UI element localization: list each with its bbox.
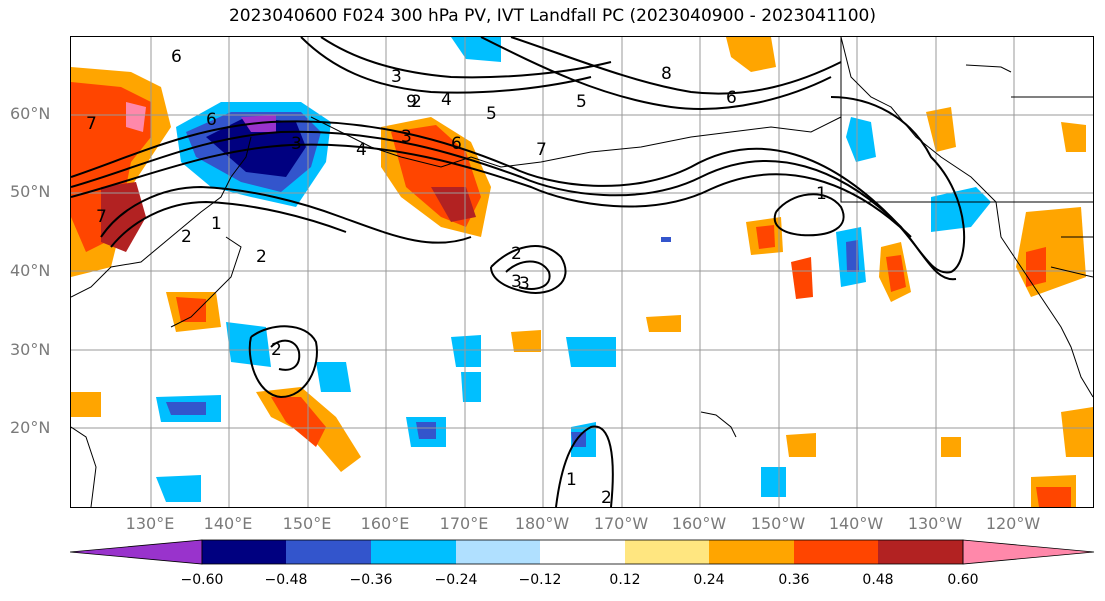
colorbar-tick: 0.48 bbox=[862, 572, 894, 588]
colorbar-swatch bbox=[794, 540, 878, 564]
contour-label: 3 bbox=[391, 67, 402, 87]
lon-label-160e: 160°E bbox=[360, 514, 410, 533]
contour-label: 2 bbox=[601, 488, 612, 507]
lon-label-140w: 140°W bbox=[828, 514, 884, 533]
lat-label-50n: 50°N bbox=[10, 182, 51, 201]
contour-label: 8 bbox=[661, 64, 672, 84]
colorbar-tick: 0.60 bbox=[947, 572, 979, 588]
colorbar-swatch bbox=[202, 540, 286, 564]
colorbar bbox=[70, 539, 1095, 565]
contour-label: 4 bbox=[356, 140, 367, 160]
lat-label-30n: 30°N bbox=[10, 340, 51, 359]
contour-label: 6 bbox=[726, 88, 737, 108]
lon-label-160w: 160°W bbox=[671, 514, 727, 533]
contour-label: 2 bbox=[511, 244, 522, 264]
contour-label: 4 bbox=[441, 90, 452, 110]
contour-label: 7 bbox=[86, 114, 97, 134]
map-panel: 6 3 2 3 8 6 7 5 4 9 7 6 5 4 3 2 1 1 2 3 … bbox=[70, 36, 1094, 508]
contour-label: 5 bbox=[576, 92, 587, 112]
contour-label: 7 bbox=[96, 207, 107, 227]
contour-label: 2 bbox=[411, 92, 422, 112]
colorbar-tick: −0.24 bbox=[434, 572, 478, 588]
map-canvas: 6 3 2 3 8 6 7 5 4 9 7 6 5 4 3 2 1 1 2 3 … bbox=[71, 37, 1093, 507]
contour-labels: 6 3 2 3 8 6 7 5 4 9 7 6 5 4 3 2 1 1 2 3 … bbox=[86, 47, 827, 507]
colorbar-swatch bbox=[286, 540, 371, 564]
contour-label: 9 bbox=[406, 92, 417, 112]
contour-label: 1 bbox=[566, 470, 577, 490]
contour-label: 3 bbox=[519, 274, 530, 294]
colorbar-tick: −0.36 bbox=[349, 572, 393, 588]
colorbar-swatch bbox=[371, 540, 456, 564]
lon-label-140e: 140°E bbox=[203, 514, 253, 533]
contour-label: 6 bbox=[171, 47, 182, 67]
map-title: 2023040600 F024 300 hPa PV, IVT Landfall… bbox=[228, 6, 876, 26]
contour-label: 7 bbox=[536, 140, 547, 160]
contour-label: 6 bbox=[451, 134, 462, 154]
contour-label: 5 bbox=[486, 104, 497, 124]
colorbar-tick: 0.36 bbox=[778, 572, 810, 588]
contour-label: 6 bbox=[206, 110, 217, 130]
colorbar-swatch bbox=[878, 540, 963, 564]
lon-label-120w: 120°W bbox=[985, 514, 1041, 533]
contour-label: 3 bbox=[401, 127, 412, 147]
colorbar-swatch bbox=[456, 540, 540, 564]
lon-label-130w: 130°W bbox=[907, 514, 963, 533]
colorbar-tick: −0.60 bbox=[180, 572, 224, 588]
contour-label: 3 bbox=[511, 272, 522, 292]
pv-contours bbox=[71, 37, 966, 507]
contour-label: 2 bbox=[271, 340, 282, 360]
coastlines bbox=[71, 37, 1093, 507]
contour-label: 2 bbox=[181, 227, 192, 247]
lon-label-180w: 180°W bbox=[514, 514, 570, 533]
colorbar-tick: 0.24 bbox=[693, 572, 725, 588]
colorbar-extend-right bbox=[962, 539, 1095, 565]
lon-label-170w: 170°W bbox=[593, 514, 649, 533]
lat-label-20n: 20°N bbox=[10, 418, 51, 437]
colorbar-swatch bbox=[625, 540, 709, 564]
contour-label: 1 bbox=[816, 184, 827, 204]
lon-label-170e: 170°E bbox=[439, 514, 489, 533]
contour-label: 3 bbox=[291, 134, 302, 154]
colorbar-extend-left bbox=[70, 539, 203, 565]
lon-label-150e: 150°E bbox=[282, 514, 332, 533]
lon-label-150w: 150°W bbox=[750, 514, 806, 533]
contour-label: 2 bbox=[256, 247, 267, 267]
colorbar-swatch bbox=[709, 540, 794, 564]
colorbar-tick: −0.12 bbox=[518, 572, 562, 588]
lat-label-60n: 60°N bbox=[10, 104, 51, 123]
lat-label-40n: 40°N bbox=[10, 261, 51, 280]
colorbar-tick: 0.12 bbox=[609, 572, 641, 588]
contour-label: 1 bbox=[211, 214, 222, 234]
colorbar-swatch bbox=[540, 540, 625, 564]
lon-label-130e: 130°E bbox=[125, 514, 175, 533]
colorbar-tick: −0.48 bbox=[264, 572, 308, 588]
